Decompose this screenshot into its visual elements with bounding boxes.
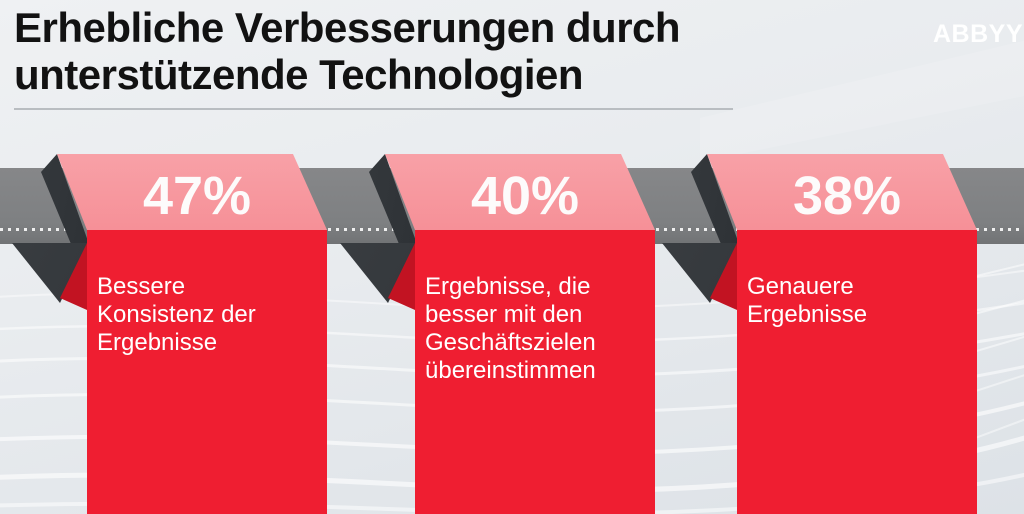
stat-ribbon-2: 40% Ergebnisse, die besser mit den Gesch…	[325, 140, 665, 514]
ribbon-banner-top	[385, 154, 655, 230]
ribbon-banner-top	[707, 154, 977, 230]
title-underline	[14, 108, 733, 110]
ribbon-body	[415, 230, 655, 514]
stat-label: Bessere Konsistenz der Ergebnisse	[97, 273, 256, 356]
ribbon-body	[737, 230, 977, 514]
stat-ribbon-1: 47% Bessere Konsistenz der Ergebnisse	[0, 140, 337, 514]
stat-ribbon-3: 38% Genauere Ergebnisse	[647, 140, 987, 514]
stat-percent: 47%	[142, 166, 252, 226]
stat-percent: 40%	[470, 166, 580, 226]
stat-label: Ergebnisse, die besser mit den Geschäfts…	[425, 273, 596, 384]
stat-percent: 38%	[792, 166, 902, 226]
page-title: Erhebliche Verbesserungen durch unterstü…	[14, 4, 681, 98]
ribbon-banner-top	[57, 154, 327, 230]
ribbon-body	[87, 230, 327, 514]
brand-logo: ABBYY	[933, 20, 1024, 48]
stat-label: Genauere Ergebnisse	[747, 273, 868, 328]
